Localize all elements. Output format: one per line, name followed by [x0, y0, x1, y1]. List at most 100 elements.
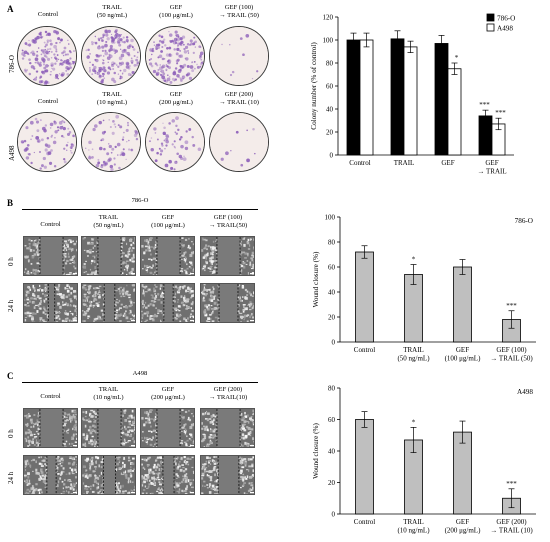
dish-header-a498-2: TRAIL (10 ng/mL): [96, 91, 128, 106]
x-tick-label: Control: [349, 159, 370, 167]
wound-image-c-combo-24h: [200, 455, 255, 495]
y-tick-label: 20: [328, 313, 336, 321]
wound-image-c-combo-0h: [200, 408, 255, 448]
wound-texture: [24, 284, 77, 322]
wound-image-c-control-24h: [23, 455, 78, 495]
wound-closure-786o-chart: 0 20 40 60 80 100 Wound closure (%) Control * TRA…: [312, 213, 536, 362]
panel-c-cell-line: A498: [132, 370, 148, 377]
x-tick-label: Control: [354, 346, 375, 354]
time-label-b-0h: 0 h: [7, 257, 15, 266]
dish-header-786o-4: GEF (100) → TRAIL (50): [219, 4, 259, 19]
wound-b-header-4: GEF (100) → TRAIL(50): [208, 214, 248, 229]
x-tick-label: → TRAIL (10): [490, 526, 533, 534]
panel-letter-b: B: [7, 198, 14, 208]
bar: [434, 43, 449, 156]
colony-number-chart: 0 20 40 60 80 100 120 Colony number (% of contr…: [310, 13, 515, 175]
panel-letter-c: C: [7, 371, 14, 381]
x-tick-label: GEF (100): [496, 346, 527, 354]
panel-letter-a: A: [7, 4, 14, 14]
bar: [403, 46, 418, 156]
significance-label: *: [412, 256, 416, 264]
chart-annotation: A498: [517, 388, 533, 396]
bar: [355, 251, 374, 343]
chart-annotation: 786-O: [515, 217, 533, 225]
colony-dish-786o-combo: [209, 26, 269, 86]
x-tick-label: GEF: [456, 518, 469, 526]
bar: [390, 38, 405, 156]
wound-image-b-combo-24h: [200, 283, 255, 323]
wound-texture: [82, 237, 135, 275]
wound-texture: [201, 237, 254, 275]
x-tick-label: Control: [354, 518, 375, 526]
x-tick-label: (50 ng/mL): [397, 354, 430, 362]
wound-c-header-1: Control: [40, 393, 61, 400]
colony-stain-pattern: [146, 113, 204, 171]
y-tick-label: 0: [332, 510, 336, 518]
wound-texture: [141, 237, 194, 275]
wound-texture: [24, 456, 77, 494]
bar: [453, 431, 472, 515]
y-tick-label: 120: [323, 13, 334, 21]
wound-texture: [24, 409, 77, 447]
y-tick-label: 60: [328, 416, 336, 424]
wound-image-b-gef-24h: [140, 283, 195, 323]
legend-label: 786-O: [497, 15, 515, 23]
wound-b-header-1: Control: [40, 221, 61, 228]
wound-image-c-control-0h: [23, 408, 78, 448]
x-tick-label: (10 ng/mL): [397, 526, 430, 534]
x-tick-label: TRAIL: [403, 346, 424, 354]
x-tick-label: (200 μg/mL): [445, 526, 481, 534]
y-tick-label: 80: [328, 238, 336, 246]
wound-image-b-control-0h: [23, 236, 78, 276]
y-tick-label: 40: [328, 288, 336, 296]
bar: [355, 419, 374, 515]
y-tick-label: 100: [325, 213, 336, 221]
wound-texture: [24, 237, 77, 275]
colony-stain-pattern: [18, 113, 76, 171]
significance-label: ***: [495, 109, 506, 117]
wound-image-b-trail-0h: [81, 236, 136, 276]
wound-image-c-gef-24h: [140, 455, 195, 495]
x-tick-label: (100 μg/mL): [445, 354, 481, 362]
bar: [447, 68, 462, 156]
significance-label: *: [455, 54, 459, 62]
wound-c-header-4: GEF (200) → TRAIL(10): [208, 386, 248, 401]
y-axis-label: Colony number (% of control): [310, 42, 318, 130]
x-tick-label: GEF: [441, 159, 454, 167]
significance-label: ***: [479, 101, 490, 109]
colony-dish-786o-gef: [145, 26, 205, 86]
wound-image-b-control-24h: [23, 283, 78, 323]
wound-texture: [201, 409, 254, 447]
y-tick-label: 80: [326, 59, 334, 67]
y-tick-label: 0: [332, 338, 336, 346]
colony-dish-786o-control: [17, 26, 77, 86]
y-tick-label: 80: [328, 384, 336, 392]
wound-image-c-gef-0h: [140, 408, 195, 448]
row-label-786o: 786-O: [8, 55, 16, 73]
dish-header-786o-2: TRAIL (50 ng/mL): [96, 4, 128, 19]
colony-stain-pattern: [82, 27, 140, 85]
wound-image-b-trail-24h: [81, 283, 136, 323]
y-tick-label: 20: [326, 128, 334, 136]
wound-texture: [201, 284, 254, 322]
y-axis-label: Wound closure (%): [312, 423, 320, 479]
dish-header-786o-3: GEF (100 μg/mL): [159, 4, 193, 19]
time-label-c-0h: 0 h: [7, 429, 15, 438]
x-tick-label: GEF: [456, 346, 469, 354]
significance-label: *: [412, 418, 416, 426]
wound-c-header-2: TRAIL (10 ng/mL): [93, 386, 124, 401]
legend-swatch: [486, 23, 495, 32]
wound-c-header-3: GEF (200 μg/mL): [151, 386, 185, 401]
wound-texture: [141, 284, 194, 322]
dish-header-a498-3: GEF (200 μg/mL): [159, 91, 193, 106]
y-tick-label: 60: [328, 263, 336, 271]
wound-b-header-2: TRAIL (50 ng/mL): [93, 214, 124, 229]
x-tick-label: → TRAIL (50): [490, 354, 533, 362]
colony-stain-pattern: [210, 27, 268, 85]
wound-b-header-3: GEF (100 μg/mL): [151, 214, 185, 229]
colony-dish-a498-control: [17, 112, 77, 172]
wound-texture: [141, 456, 194, 494]
y-tick-label: 100: [323, 36, 334, 44]
colony-dish-a498-combo: [209, 112, 269, 172]
